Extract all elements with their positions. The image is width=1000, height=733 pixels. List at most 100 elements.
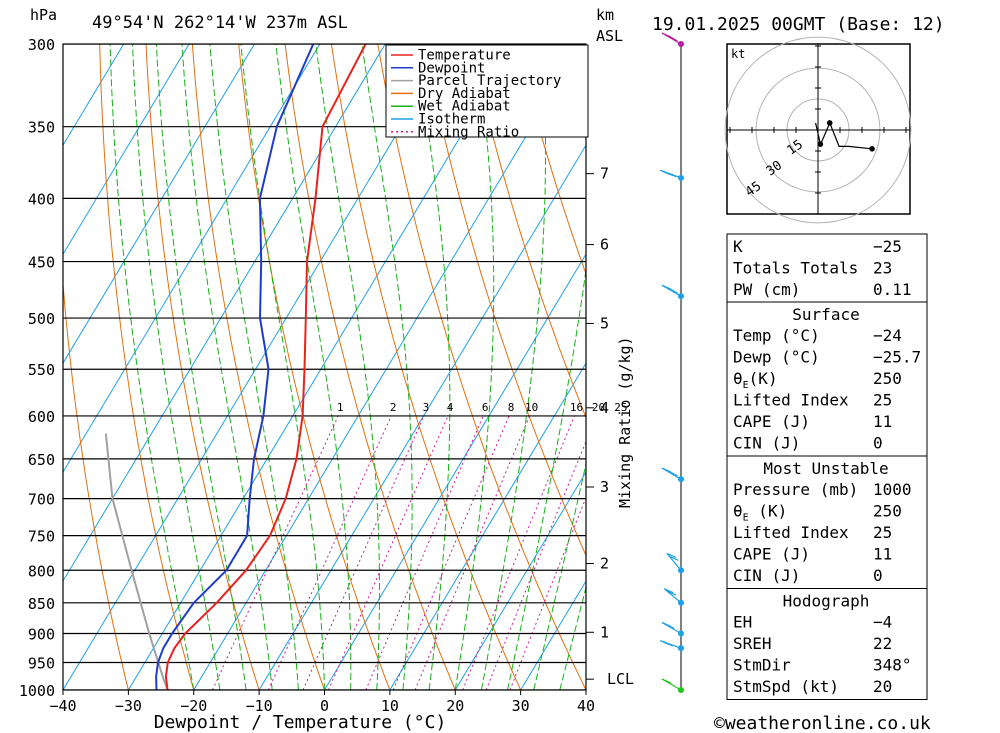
hodograph-point [817,141,824,147]
temperature-line [164,44,367,690]
mixing-ratio-lines [212,415,586,690]
indices-section-title: Most Unstable [763,459,888,478]
mixing-ratio-line [414,415,531,690]
mixing-ratio-line [392,415,510,690]
dry-adiabat-line [516,44,586,276]
height-tick-label: 4 [600,399,609,417]
wind-barb-flag [668,471,678,477]
legend-entry-label: Wet Adiabat [418,99,511,115]
index-value: 11 [873,412,892,431]
pressure-tick-label: 900 [28,625,55,643]
isotherm-line [324,253,586,690]
hodograph-ring-label: 45 [743,179,764,200]
index-value: 22 [873,634,892,653]
pressure-tick-label: 700 [28,491,55,509]
isotherm-line [63,44,255,365]
pressure-unit-label: hPa [30,6,57,24]
indices-box [726,301,928,457]
temperature-tick-label: 20 [446,697,464,715]
indices-section-title: Hodograph [783,592,870,611]
legend-entry-label: Temperature [418,48,511,64]
mixing-ratio-line [328,415,449,690]
temperature-tick-label: −20 [180,697,207,715]
index-label: CAPE (J) [733,545,810,564]
wet-adiabat-line [454,44,495,690]
index-value: 0 [873,566,883,585]
parcel-trajectory-line [104,433,169,690]
mixing-ratio-line [365,415,484,690]
index-label: StmDir [733,656,791,675]
index-label: CIN (J) [733,566,800,585]
wind-barb-flag [663,641,674,647]
isotherm-line [63,44,190,256]
index-label: PW (cm) [733,280,800,299]
wet-adiabat-lines [109,44,586,690]
dry-adiabat-line [99,44,195,690]
index-label: SREH [733,634,772,653]
wind-barb-flag [668,288,678,294]
index-label: Temp (°C) [733,326,820,345]
index-value: 348° [873,656,912,675]
index-value: −24 [873,326,902,345]
pressure-tick-label: 1000 [19,682,55,700]
wind-barb-staff [666,553,682,571]
index-value: 1000 [873,480,912,499]
legend-entry-label: Parcel Trajectory [418,73,561,89]
temperature-tick-label: −10 [246,697,273,715]
index-value: 0 [873,434,883,453]
height-tick-label: 7 [600,165,609,183]
mixing-ratio-axis-label: Mixing Ratio (g/kg) [616,336,634,508]
pressure-tick-label: 750 [28,528,55,546]
temperature-tick-label: 10 [381,697,399,715]
indices-box [726,233,928,303]
wet-adiabat-line [414,44,451,690]
legend-entry-label: Dry Adiabat [418,86,511,102]
height-axis: 7 6 5 4 3 2 1 LCL [586,165,634,688]
temperature-tick-label: 40 [577,697,595,715]
isotherm-line [63,44,452,690]
pressure-tick-label: 450 [28,254,55,272]
wet-adiabat-line [209,44,299,690]
pressure-tick-label: 650 [28,451,55,469]
wind-barb-flag [661,678,672,684]
pressure-tick-label: 850 [28,595,55,613]
index-label: CAPE (J) [733,412,810,431]
index-label: θE (K) [733,502,787,524]
temperature-tick-label: 0 [320,697,329,715]
hodograph-ring-label: 30 [764,158,785,179]
temperature-tick-label: 30 [512,697,530,715]
isotherm-line [63,44,125,147]
index-label: CIN (J) [733,434,800,453]
temperature-tick-label: −30 [115,697,142,715]
pressure-tick-label: 300 [28,36,55,54]
pressure-tick-label: 550 [28,361,55,379]
wind-barb-flag [664,623,675,629]
wind-barb-flag [668,36,678,42]
isotherm-line [193,44,582,690]
wind-barb-staff [663,588,682,604]
hodograph-point [826,120,833,126]
mixing-ratio-value-label: 2 [390,401,397,414]
index-value: 0.11 [873,280,912,299]
legend-entry-label: Isotherm [418,112,485,128]
pressure-tick-label: 500 [28,310,55,328]
dry-adiabat-line [63,278,129,690]
index-value: 250 [873,369,902,388]
indices-section-title: Surface [792,305,859,324]
index-value: 25 [873,391,892,410]
pressure-tick-label: 600 [28,408,55,426]
sounding-profiles [104,44,367,690]
index-value: 11 [873,545,892,564]
index-label: Lifted Index [733,391,849,410]
x-axis-label: Dewpoint / Temperature (°C) [154,712,447,733]
index-label: K [733,237,743,256]
hodograph-unit-label: kt [731,47,745,61]
mixing-ratio-labels: 1 2 3 4 6 8 10 16 20 25 [337,401,628,414]
pressure-tick-label: 800 [28,562,55,580]
legend-entry-label: Dewpoint [418,60,485,76]
mixing-ratio-value-label: 16 [570,401,583,414]
mixing-ratio-value-label: 1 [337,401,344,414]
